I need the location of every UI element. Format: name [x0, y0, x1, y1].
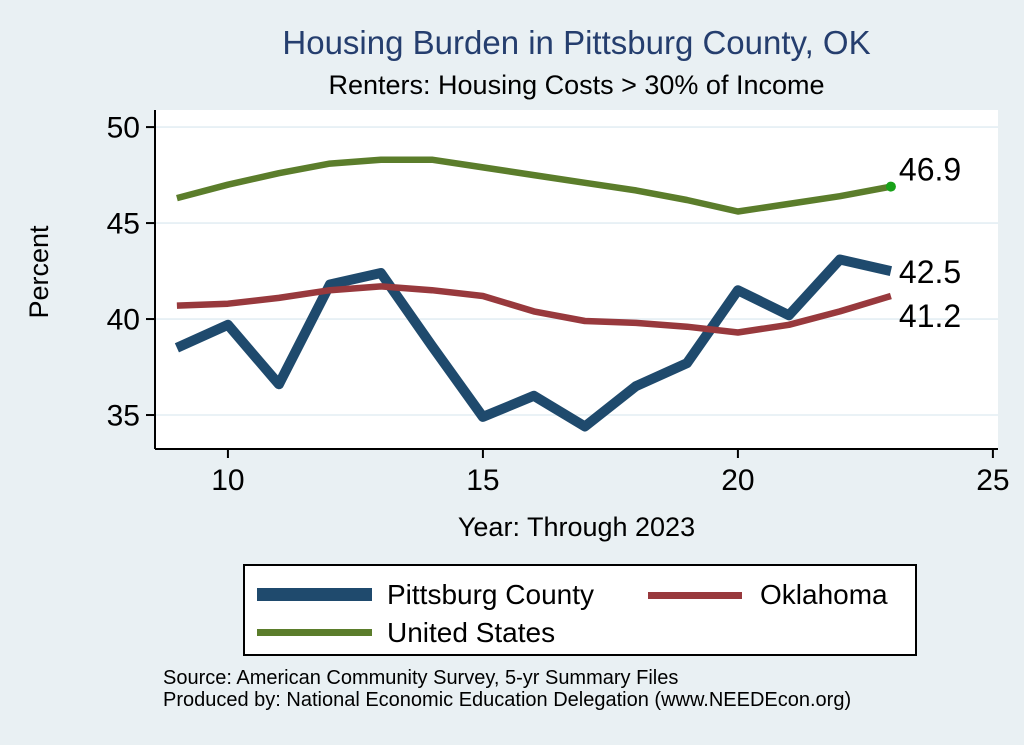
legend-swatch-pittsburg-county: [257, 588, 372, 601]
series-end-label: 46.9: [899, 152, 961, 188]
chart-legend: Pittsburg County Oklahoma United States: [243, 564, 917, 656]
series-end-label: 41.2: [899, 298, 961, 334]
y-axis-label: Percent: [24, 225, 54, 319]
source-line-2: Produced by: National Economic Education…: [163, 689, 852, 711]
plot-area: [155, 110, 998, 449]
source-note: Source: American Community Survey, 5-yr …: [163, 667, 1003, 711]
series-line-oklahoma: [176, 283, 892, 336]
y-tick-label-40: 40: [107, 304, 140, 337]
y-tick-label-45: 45: [107, 208, 140, 241]
x-tick-label-25: 25: [976, 464, 1009, 497]
series-line-pittsburg-county: [174, 254, 893, 432]
legend-label-pittsburg-county: Pittsburg County: [387, 579, 594, 610]
x-tick-label-15: 15: [466, 464, 499, 497]
series-line-united-states: [176, 156, 892, 215]
x-tick-label-10: 10: [211, 464, 244, 497]
y-tick-label-50: 50: [107, 112, 140, 145]
x-axis-label: Year: Through 2023: [457, 512, 696, 542]
legend-swatch-oklahoma: [648, 592, 742, 599]
legend-swatch-united-states: [257, 629, 372, 636]
source-line-1: Source: American Community Survey, 5-yr …: [163, 667, 679, 689]
x-tick-label-20: 20: [721, 464, 754, 497]
chart-title: Housing Burden in Pittsburg County, OK: [282, 24, 871, 61]
chart-subtitle: Renters: Housing Costs > 30% of Income: [328, 70, 825, 100]
y-tick-label-35: 35: [107, 400, 140, 433]
legend-label-oklahoma: Oklahoma: [760, 579, 888, 610]
legend-label-united-states: United States: [387, 617, 556, 648]
series-end-marker: [885, 181, 896, 192]
series-end-label: 42.5: [899, 254, 961, 290]
